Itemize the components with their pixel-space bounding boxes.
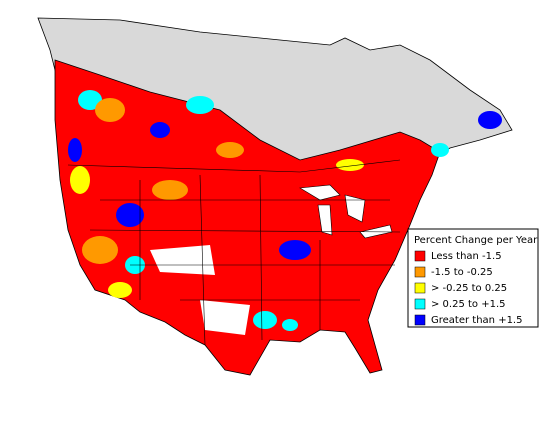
no-data-area	[200, 300, 250, 335]
region-patch	[478, 111, 502, 129]
region-patch	[282, 319, 298, 331]
legend-label: > -0.25 to 0.25	[431, 283, 507, 294]
region-patch	[336, 159, 364, 171]
border-line	[67, 159, 401, 346]
map-base	[37, 17, 513, 376]
legend-label: Less than -1.5	[431, 251, 502, 262]
region-patch	[82, 236, 118, 264]
legend-box	[407, 228, 539, 328]
region-patch	[431, 143, 449, 157]
legend-title: Percent Change per Year	[414, 235, 538, 246]
region-patch	[68, 138, 82, 162]
legend-swatch	[414, 266, 426, 278]
legend-items: Less than -1.5 -1.5 to -0.25 > -0.25 to 0.…	[414, 250, 522, 326]
legend-label: > 0.25 to +1.5	[431, 299, 506, 310]
region-patch	[152, 180, 188, 200]
region-patch	[216, 142, 244, 158]
region-patch	[253, 311, 277, 329]
legend-swatch	[414, 250, 426, 262]
region-patch	[70, 166, 90, 194]
survey-area	[54, 59, 441, 376]
no-data-area	[150, 245, 215, 275]
legend-label: Greater than +1.5	[431, 315, 522, 326]
region-patch	[186, 96, 214, 114]
legend-swatch	[414, 282, 426, 294]
region-patch	[150, 122, 170, 138]
legend-label: -1.5 to -0.25	[431, 267, 493, 278]
legend-swatch	[414, 298, 426, 310]
legend-swatch	[414, 314, 426, 326]
legend: Percent Change per Year Less than -1.5 -1…	[407, 228, 539, 328]
region-patch	[78, 90, 102, 110]
region-patch	[279, 240, 311, 260]
region-patch	[95, 98, 125, 122]
great-lakes	[299, 184, 393, 239]
region-patch	[116, 203, 144, 227]
boundaries	[67, 159, 401, 346]
region-patch	[108, 282, 132, 298]
